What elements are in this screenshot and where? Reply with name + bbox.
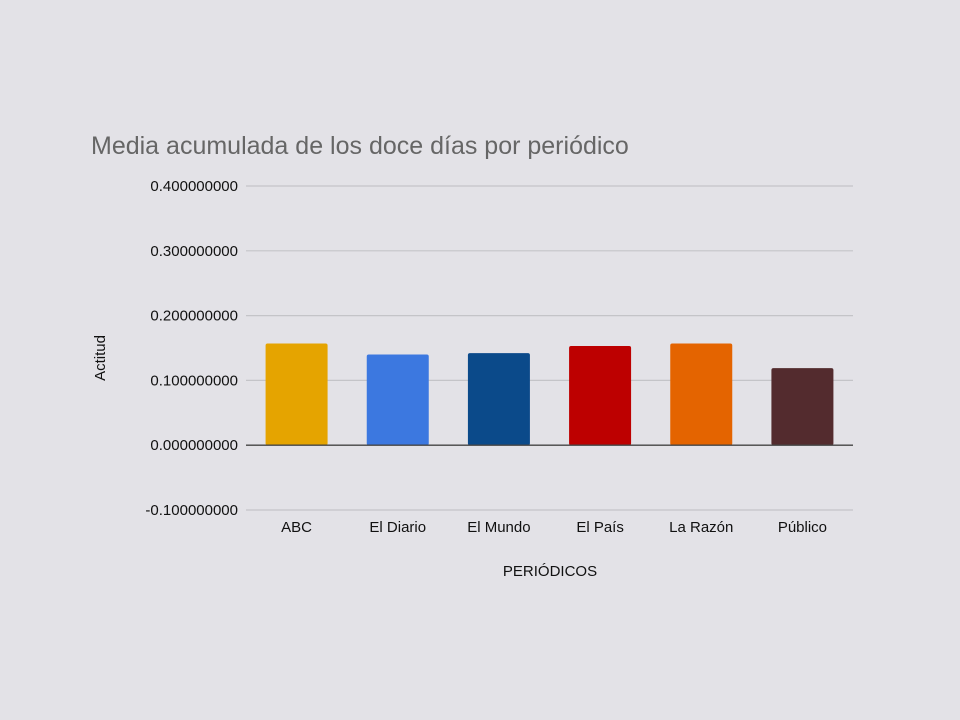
gridlines [246,185,853,511]
y-tick-label: 0.200000000 [150,308,238,325]
bars [265,343,834,446]
y-axis-ticks: -0.100000000 0.000000000 0.100000000 0.2000… [145,178,238,519]
x-axis-title: PERIÓDICOS [503,563,597,580]
bar-abc [265,343,328,446]
y-tick-label: -0.100000000 [145,502,238,519]
x-tick-label: El Diario [369,519,426,536]
bar-el-diario [366,354,429,446]
x-tick-label: El Mundo [467,519,530,536]
y-tick-label: 0.300000000 [150,243,238,260]
y-axis-title: Actitud [92,335,109,381]
x-tick-label: ABC [281,519,312,536]
bar-la-razón [670,343,733,446]
x-tick-label: La Razón [669,519,733,536]
y-tick-label: 0.100000000 [150,372,238,389]
x-tick-label: El País [576,519,624,536]
y-tick-label: 0.000000000 [150,437,238,454]
bar-el-país [569,346,632,446]
bar-público [771,368,834,446]
x-tick-label: Público [778,519,827,536]
y-tick-label: 0.400000000 [150,178,238,195]
x-axis-ticks: ABC El Diario El Mundo El País La Razón Públi… [281,519,827,536]
chart-title: Media acumulada de los doce días por per… [91,132,629,160]
bar-el-mundo [467,353,530,446]
